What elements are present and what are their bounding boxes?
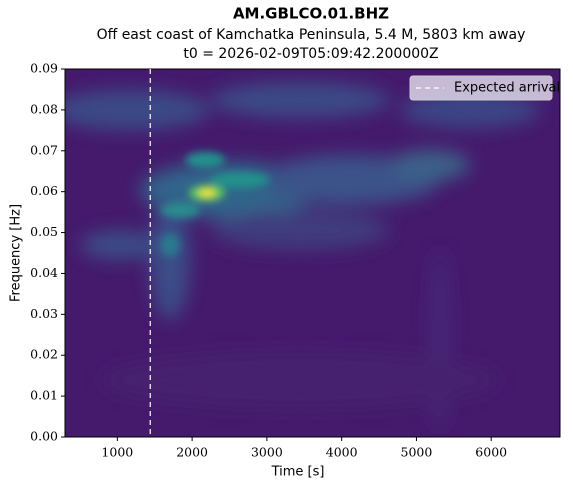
x-tick-label: 3000 — [251, 445, 283, 460]
plot-frame — [64, 68, 561, 438]
y-tick-label: 0.00 — [30, 429, 58, 444]
chart-subtitle: t0 = 2026-02-09T05:09:42.200000Z — [183, 46, 438, 62]
y-axis-label: Frequency [Hz] — [9, 204, 24, 302]
spectrogram — [65, 69, 560, 437]
y-tick-label: 0.02 — [30, 347, 58, 362]
y-tick-label: 0.01 — [30, 388, 58, 403]
y-tick-label: 0.03 — [30, 306, 58, 321]
y-tick-label: 0.09 — [30, 61, 58, 76]
y-tick-label: 0.04 — [30, 265, 58, 280]
x-tick-label: 4000 — [326, 445, 358, 460]
legend: Expected arrival — [409, 75, 560, 101]
x-tick-label: 1000 — [101, 445, 133, 460]
chart-subtitle: Off east coast of Kamchatka Peninsula, 5… — [97, 27, 526, 43]
y-tick-label: 0.06 — [30, 183, 58, 198]
legend-label: Expected arrival — [454, 81, 560, 96]
x-tick-label: 2000 — [176, 445, 208, 460]
y-tick-label: 0.07 — [30, 142, 58, 157]
legend-box — [409, 75, 553, 101]
y-tick-label: 0.05 — [30, 224, 58, 239]
x-axis-label: Time [s] — [271, 465, 325, 480]
chart-title: AM.GBLCO.01.BHZ — [233, 5, 389, 23]
x-tick-label: 5000 — [401, 445, 433, 460]
y-tick-label: 0.08 — [30, 101, 58, 116]
x-tick-label: 6000 — [475, 445, 507, 460]
